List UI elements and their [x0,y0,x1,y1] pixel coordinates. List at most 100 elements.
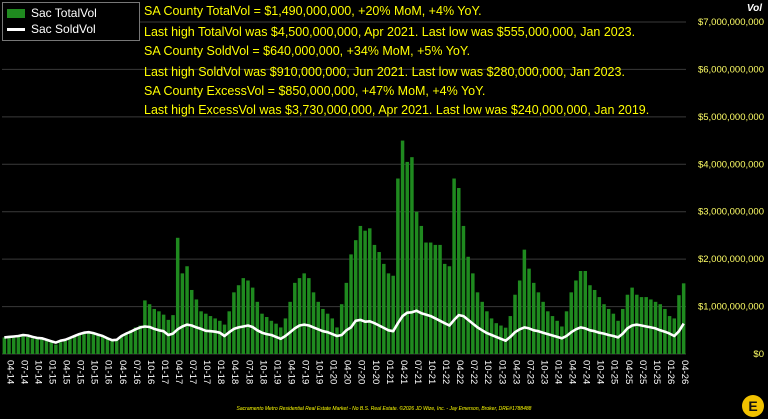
bar-total-vol [189,289,194,354]
bar-total-vol [410,157,414,354]
x-tick-label: 04-25 [623,360,634,384]
bar-total-vol [204,313,208,354]
bar-total-vol [54,344,58,354]
bar-total-vol [344,282,349,354]
x-tick-label: 07-20 [356,360,367,384]
bar-total-vol [11,336,16,354]
x-tick-label: 01-22 [440,360,451,384]
x-tick-label: 10-22 [482,360,493,384]
bar-total-vol [339,304,344,354]
bar-total-vol [386,273,391,354]
x-tick-label: 04-15 [61,360,72,384]
bar-total-vol [2,337,7,354]
x-tick-label: 01-23 [496,360,507,384]
x-tick-label: 10-23 [538,360,549,384]
bar-total-vol [133,327,138,354]
bar-total-vol [96,334,100,354]
x-tick-label: 07-25 [637,360,648,384]
annotation-excess-vol-range: Last high ExcessVol was $3,730,000,000, … [144,103,650,117]
bar-total-vol [86,332,91,354]
bar-total-vol [330,318,335,354]
bar-total-vol [461,225,466,354]
x-tick-label: 10-20 [370,360,381,384]
bar-total-vol [588,285,592,354]
x-tick-label: 04-20 [342,360,353,384]
bar-total-vol [105,337,110,354]
legend: Sac TotalVol Sac SoldVol [2,2,140,41]
x-tick-label: 04-23 [510,360,521,384]
bar-total-vol [180,273,185,354]
x-tick-label: 07-17 [187,360,198,384]
bar-total-vol [325,313,330,354]
x-tick-label: 01-26 [665,360,676,384]
y-tick-label: $0 [753,349,764,360]
bar-total-vol [77,334,82,354]
y-tick-label: $4,000,000,000 [698,159,764,170]
x-tick-label: 04-17 [173,360,184,384]
bar-total-vol [536,292,541,354]
bar-total-vol [541,301,545,354]
bar-total-vol [358,225,363,354]
bar-total-vol [457,188,461,354]
annotation-excess-vol: SA County ExcessVol = $850,000,000, +47%… [144,84,486,98]
x-tick-label: 10-16 [145,360,156,384]
y-tick-label: $1,000,000,000 [698,302,764,313]
x-tick-label: 01-21 [384,360,395,384]
bar-total-vol [396,178,400,354]
x-tick-label: 07-16 [131,360,142,384]
y-tick-label: $6,000,000,000 [698,64,764,75]
bar-total-vol [7,337,11,354]
bar-total-vol [368,228,372,354]
bar-total-vol [480,301,484,354]
bar-total-vol [100,335,105,354]
bar-total-vol [269,320,274,354]
annotation-sold-vol-range: Last high SoldVol was $910,000,000, Jun … [144,65,625,79]
bar-total-vol [293,282,297,354]
bar-total-vol [40,338,44,354]
x-tick-labels: 04-14 07-14 10-14 01-15 04-15 07-15 10-15 01-16… [4,360,690,384]
bar-total-vol [82,332,86,354]
bar-total-vol [44,340,49,354]
bar-total-vol [602,304,606,354]
bar-total-vol [119,335,124,354]
bar-total-vol [138,325,142,354]
bar-total-vol [124,333,128,354]
bar-total-vol [574,280,578,354]
legend-line-swatch [7,27,25,31]
line-series-sold-vol [4,309,685,344]
bar-total-vol [264,317,269,354]
x-tick-label: 01-18 [215,360,226,384]
annotation-total-vol-range: Last high TotalVol was $4,500,000,000, A… [144,25,636,39]
bar-total-vol [279,327,283,354]
bar-total-vol [68,338,72,354]
x-tick-label: 01-25 [609,360,620,384]
bar-total-vol [208,316,213,354]
bar-total-vol [372,244,377,354]
bar-total-vol [110,339,114,354]
bar-total-vol [560,326,564,354]
bar-total-vol [621,308,625,354]
legend-item-total-vol: Sac TotalVol [7,5,133,21]
bar-total-vol [578,271,583,354]
bar-total-vol [49,342,53,354]
x-tick-label: 07-23 [524,360,535,384]
bar-total-vol [157,311,161,354]
bar-total-vol [166,319,171,354]
bar-total-vol [606,308,611,354]
bar-total-vol [466,256,470,354]
bar-total-vol [569,292,573,354]
x-tick-label: 04-26 [679,360,690,384]
bar-total-vol [288,301,292,354]
y-axis-label: Vol [747,3,762,14]
x-tick-label: 10-18 [257,360,268,384]
bar-total-vol [546,311,550,354]
x-tick-label: 01-17 [159,360,170,384]
x-tick-label: 10-24 [595,360,606,384]
bar-total-vol [129,330,133,354]
y-tick-labels: $0 $1,000,000,000 $2,000,000,000 $3,000,000… [698,17,764,360]
bar-total-vol [16,336,21,354]
bar-total-vol [677,295,681,354]
bar-total-vol [222,324,227,354]
bar-total-vol [353,240,358,354]
bar-total-vol [475,292,480,354]
